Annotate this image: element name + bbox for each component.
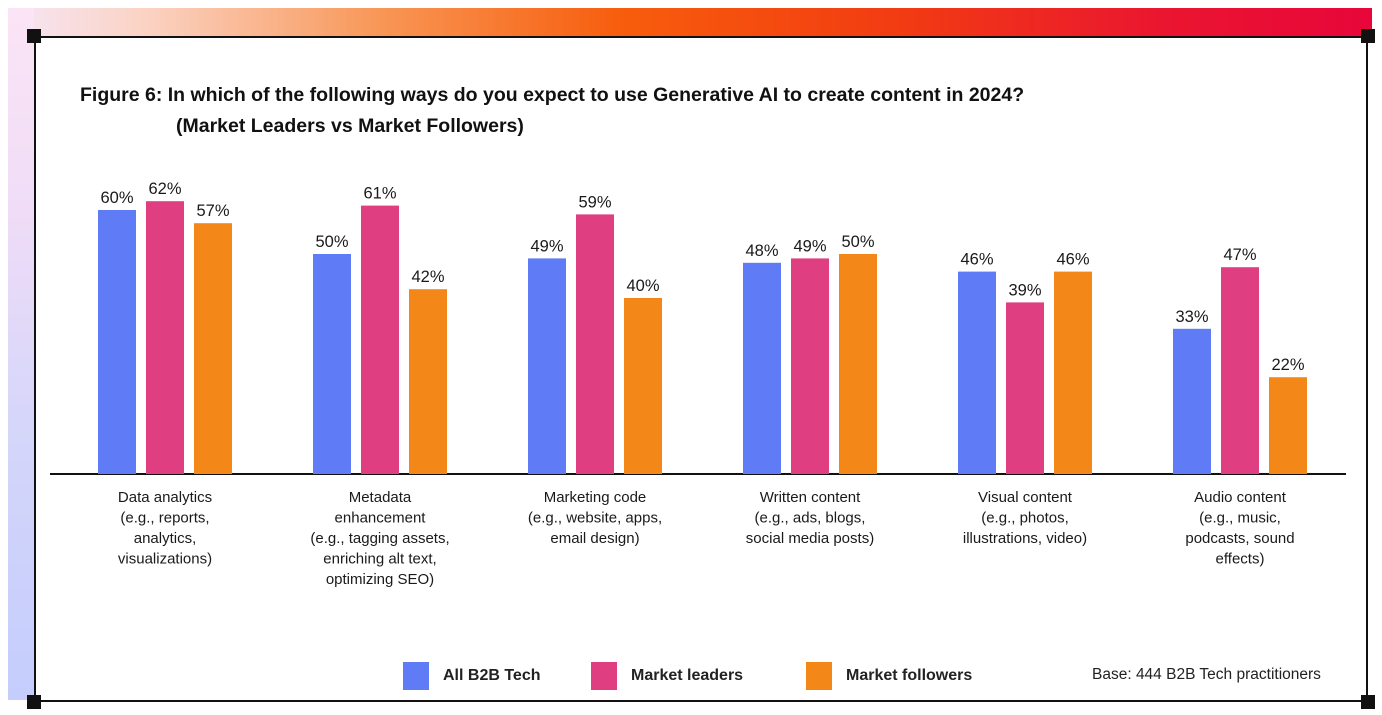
- bar-followers-5: [1269, 377, 1307, 474]
- category-label-line: effects): [1216, 551, 1265, 568]
- legend-label-leaders: Market leaders: [631, 667, 744, 684]
- category-label-2: Marketing code (e.g., website, apps, email…: [528, 489, 662, 547]
- bar-all-1: [313, 254, 351, 474]
- bar-all-3: [743, 262, 781, 474]
- category-label-line: social media posts): [746, 530, 874, 547]
- value-label-leaders-5: 47%: [1223, 246, 1256, 264]
- base-note: Base: 444 B2B Tech practitioners: [1092, 666, 1321, 683]
- category-label-line: enriching alt text,: [323, 551, 436, 568]
- category-label-1: Metadata enhancement (e.g., tagging assets…: [310, 489, 449, 588]
- category-label-line: (e.g., music,: [1199, 510, 1281, 527]
- value-label-leaders-2: 59%: [578, 193, 611, 211]
- value-label-all-3: 48%: [745, 242, 778, 260]
- category-label-line: (e.g., reports,: [120, 510, 209, 527]
- value-label-followers-1: 42%: [411, 268, 444, 286]
- bar-leaders-4: [1006, 302, 1044, 474]
- legend-swatch-leaders: [591, 662, 617, 690]
- category-label-line: (e.g., ads, blogs,: [755, 510, 866, 527]
- category-label-line: Audio content: [1194, 489, 1287, 506]
- category-label-line: optimizing SEO): [326, 571, 434, 588]
- bar-leaders-5: [1221, 267, 1259, 474]
- legend-item-followers: Market followers: [806, 662, 972, 690]
- left-gradient-bar: [8, 8, 34, 700]
- value-label-all-1: 50%: [315, 233, 348, 251]
- legend-label-all: All B2B Tech: [443, 667, 541, 684]
- frame-corner-bottom-right: [1361, 695, 1375, 709]
- bar-leaders-2: [576, 214, 614, 474]
- legend-swatch-all: [403, 662, 429, 690]
- value-label-all-0: 60%: [100, 189, 133, 207]
- category-label-4: Visual content (e.g., photos, illustration…: [963, 489, 1087, 547]
- category-label-0: Data analytics (e.g., reports, analytics, v…: [118, 489, 212, 568]
- category-label-line: visualizations): [118, 551, 212, 568]
- bar-followers-0: [194, 223, 232, 474]
- category-label-line: (e.g., tagging assets,: [310, 530, 449, 547]
- chart-title: Figure 6: In which of the following ways…: [80, 80, 1024, 142]
- value-label-followers-2: 40%: [626, 277, 659, 295]
- bar-leaders-1: [361, 205, 399, 474]
- legend-label-followers: Market followers: [846, 667, 973, 684]
- bar-leaders-0: [146, 201, 184, 474]
- value-label-all-4: 46%: [960, 251, 993, 269]
- value-label-leaders-3: 49%: [793, 237, 826, 255]
- bar-followers-3: [839, 254, 877, 474]
- value-label-followers-4: 46%: [1056, 251, 1089, 269]
- value-label-followers-5: 22%: [1271, 356, 1304, 374]
- value-label-leaders-1: 61%: [363, 185, 396, 203]
- category-label-5: Audio content (e.g., music, podcasts, soun…: [1185, 489, 1294, 568]
- bar-followers-1: [409, 289, 447, 474]
- category-label-line: (e.g., website, apps,: [528, 510, 662, 527]
- category-label-line: email design): [550, 530, 639, 547]
- category-label-line: analytics,: [134, 530, 197, 547]
- bar-all-0: [98, 210, 136, 474]
- legend-item-leaders: Market leaders: [591, 662, 743, 690]
- value-label-followers-3: 50%: [841, 233, 874, 251]
- bar-all-4: [958, 271, 996, 474]
- bar-followers-4: [1054, 271, 1092, 474]
- category-label-line: Marketing code: [544, 489, 647, 506]
- bar-followers-2: [624, 298, 662, 474]
- frame-corner-top-left: [27, 29, 41, 43]
- category-label-line: Metadata: [349, 489, 412, 506]
- value-label-leaders-0: 62%: [148, 180, 181, 198]
- value-label-followers-0: 57%: [196, 202, 229, 220]
- bar-all-5: [1173, 328, 1211, 474]
- category-label-line: podcasts, sound: [1185, 530, 1294, 547]
- legend-swatch-followers: [806, 662, 832, 690]
- bar-leaders-3: [791, 258, 829, 474]
- chart-title-line2: (Market Leaders vs Market Followers): [176, 115, 524, 137]
- value-label-leaders-4: 39%: [1008, 281, 1041, 299]
- value-label-all-5: 33%: [1175, 308, 1208, 326]
- top-gradient-bar: [8, 8, 1372, 36]
- bar-all-2: [528, 258, 566, 474]
- chart-title-line1: Figure 6: In which of the following ways…: [80, 84, 1025, 106]
- category-label-line: (e.g., photos,: [981, 510, 1069, 527]
- value-label-all-2: 49%: [530, 237, 563, 255]
- category-label-line: Data analytics: [118, 489, 212, 506]
- legend-item-all: All B2B Tech: [403, 662, 541, 690]
- frame-corner-bottom-left: [27, 695, 41, 709]
- category-label-line: Visual content: [978, 489, 1073, 506]
- frame-corner-top-right: [1361, 29, 1375, 43]
- chart-frame: [34, 36, 1368, 702]
- category-label-line: Written content: [760, 489, 861, 506]
- category-label-line: enhancement: [335, 510, 427, 527]
- category-label-line: illustrations, video): [963, 530, 1087, 547]
- category-label-3: Written content (e.g., ads, blogs, social …: [746, 489, 874, 547]
